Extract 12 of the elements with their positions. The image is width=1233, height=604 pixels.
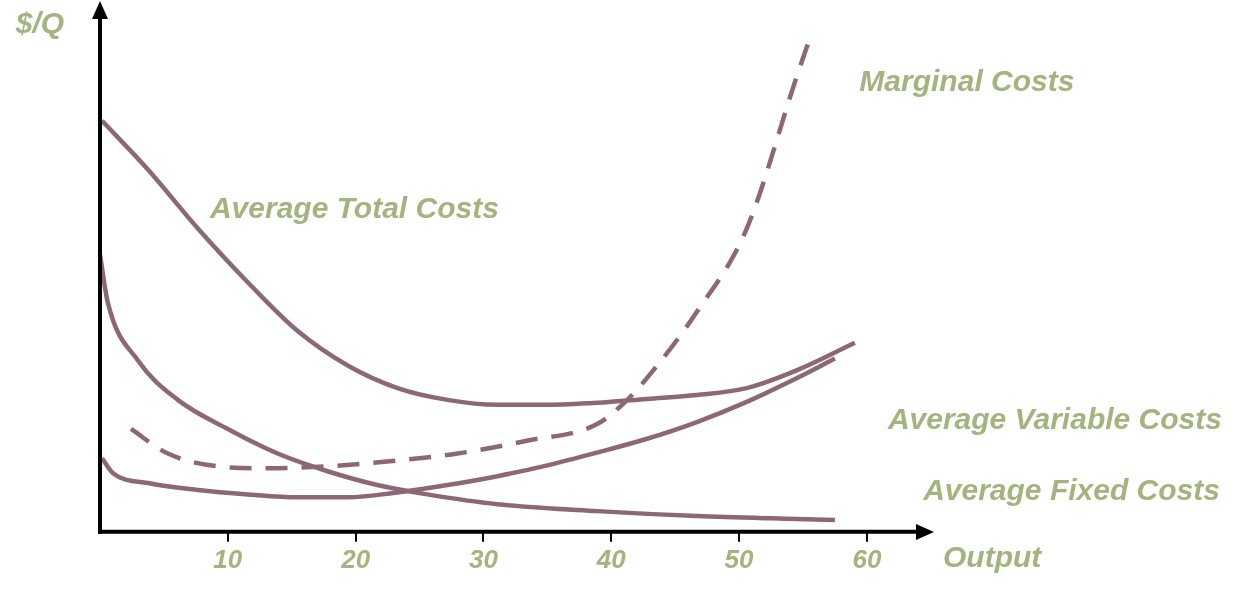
text: Average Fixed Costs <box>922 473 1220 507</box>
x-tick-label: 40 <box>595 543 627 574</box>
x-tick-label: 10 <box>213 543 243 574</box>
x-tick-label: 30 <box>468 543 499 574</box>
text: Average Variable Costs <box>886 401 1222 435</box>
x-axis-title: Output <box>943 540 1044 574</box>
x-tick-label: 60 <box>852 543 882 574</box>
series-label: Average Total Costs <box>208 190 499 224</box>
series-label: Marginal Costs <box>859 63 1075 97</box>
x-tick-label: 50 <box>724 543 755 574</box>
y-axis-title: $/Q <box>14 6 65 40</box>
x-tick-label: 20 <box>340 543 371 574</box>
